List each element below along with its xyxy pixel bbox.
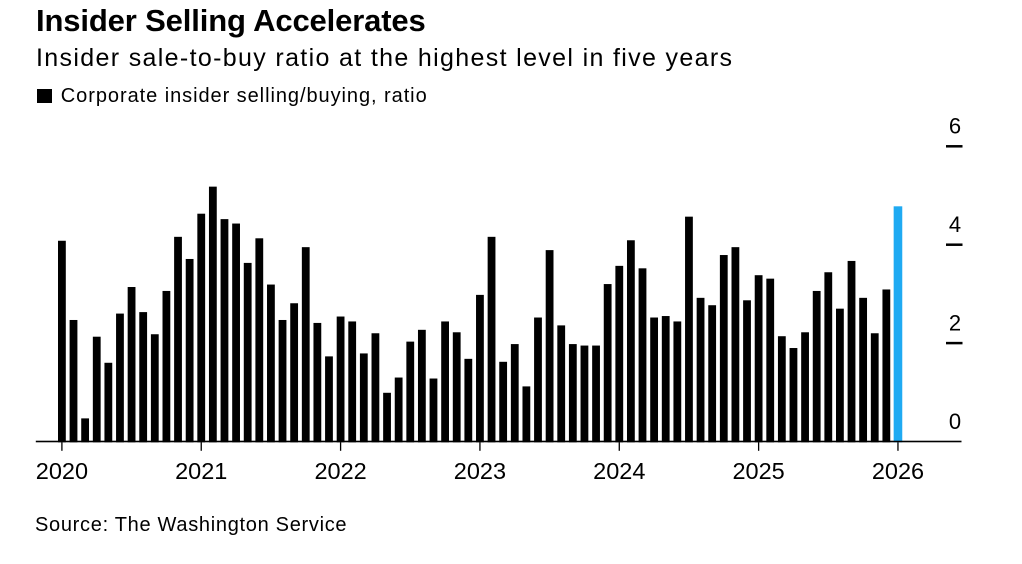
svg-text:2024: 2024	[593, 458, 645, 484]
svg-text:0: 0	[949, 409, 961, 434]
svg-text:2023: 2023	[454, 458, 506, 484]
svg-text:2: 2	[949, 310, 961, 335]
svg-text:2020: 2020	[36, 458, 88, 484]
svg-text:2025: 2025	[732, 458, 784, 484]
svg-text:2026: 2026	[872, 458, 924, 484]
svg-text:6: 6	[949, 114, 961, 139]
svg-text:4: 4	[949, 212, 961, 237]
svg-text:2021: 2021	[175, 458, 227, 484]
svg-text:2022: 2022	[314, 458, 366, 484]
